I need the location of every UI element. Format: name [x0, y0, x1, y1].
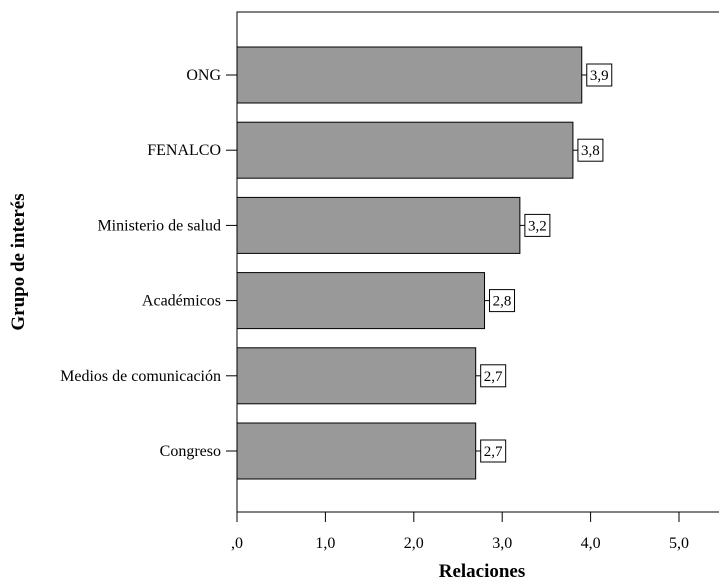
value-label-box — [480, 364, 507, 388]
category-label: ONG — [186, 67, 221, 84]
x-axis: ,0 1,0 2,0 3,0 4,0 5,0 — [231, 512, 689, 552]
value-label: 3,9 — [590, 68, 609, 84]
bar-3 — [236, 272, 486, 330]
x-tick-label: ,0 — [231, 535, 243, 552]
value-labels-group: 3,9 3,8 3,2 2,8 2,7 2,7 — [475, 63, 613, 463]
category-label: Ministerio de salud — [97, 217, 221, 234]
value-label-box — [480, 439, 507, 463]
bar-1 — [236, 121, 574, 179]
value-label: 2,7 — [484, 369, 503, 385]
value-label-box — [586, 63, 613, 87]
value-label: 2,8 — [493, 294, 512, 310]
bars-group — [236, 46, 583, 480]
x-tick-label: 2,0 — [404, 535, 424, 552]
bar-5 — [236, 422, 477, 480]
value-label: 3,2 — [528, 218, 547, 234]
x-tick-label: 3,0 — [492, 535, 512, 552]
y-axis-title: Grupo de interés — [8, 193, 29, 330]
bar-2 — [236, 196, 521, 254]
x-axis-title: Relaciones — [439, 561, 526, 581]
category-label: FENALCO — [147, 142, 221, 159]
value-label-box — [489, 289, 516, 313]
value-label: 2,7 — [484, 444, 503, 460]
value-label-box — [524, 213, 551, 237]
y-axis: ONG FENALCO Ministerio de salud Académicos M… — [60, 67, 237, 460]
category-label: Medios de comunicación — [60, 368, 221, 385]
category-label: Académicos — [142, 293, 221, 310]
x-tick-label: 4,0 — [581, 535, 601, 552]
category-label: Congreso — [160, 443, 221, 460]
x-tick-label: 1,0 — [315, 535, 335, 552]
x-tick-label: 5,0 — [669, 535, 689, 552]
value-label: 3,8 — [581, 143, 600, 159]
bar-4 — [236, 347, 477, 405]
bar-0 — [236, 46, 583, 104]
plot-frame — [236, 11, 719, 513]
value-label-box — [577, 138, 604, 162]
